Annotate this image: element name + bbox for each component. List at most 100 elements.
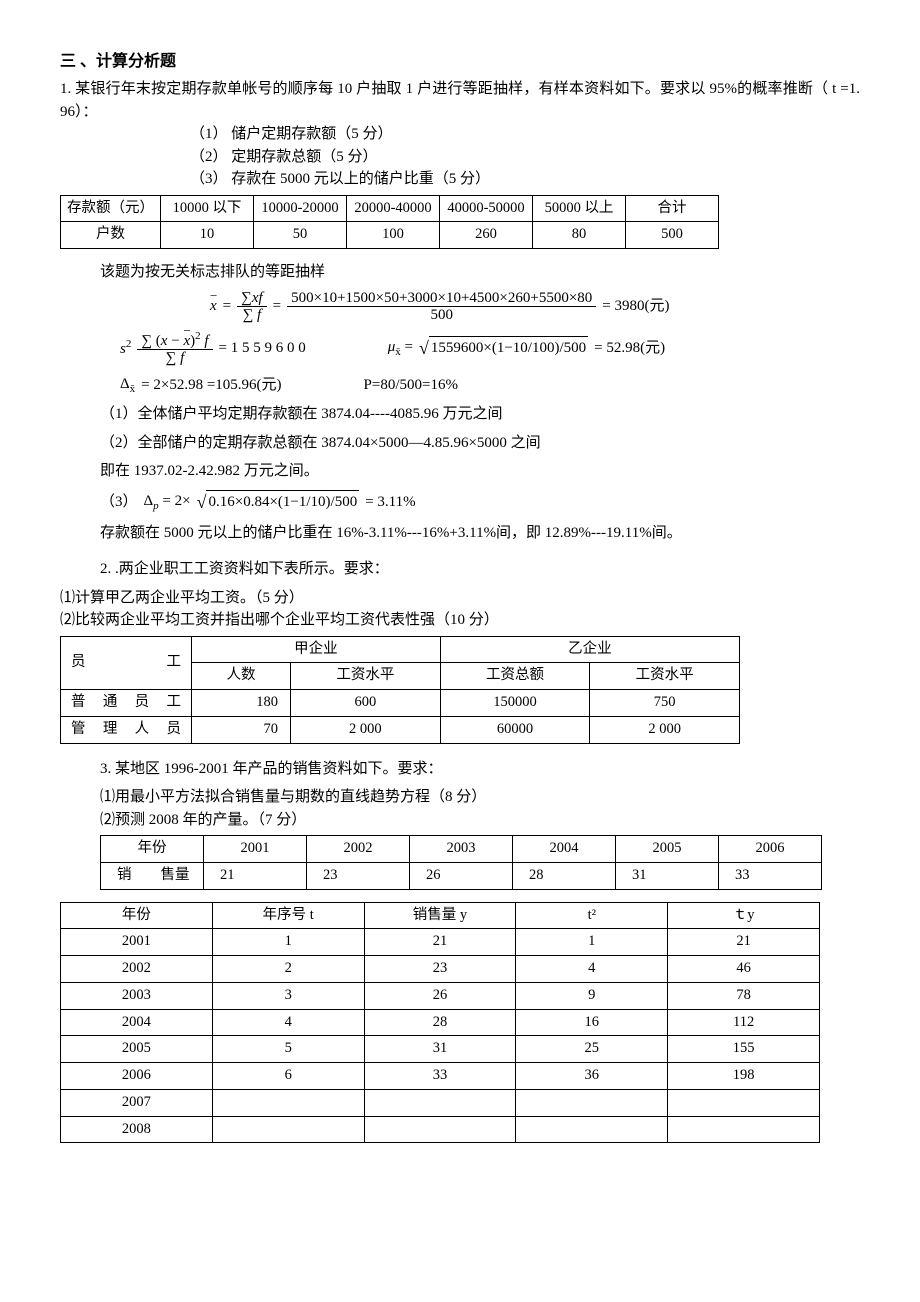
- cell: [668, 1116, 820, 1143]
- cell: 销 售量: [101, 862, 204, 889]
- cell: [212, 1089, 364, 1116]
- cell: 工资水平: [291, 663, 441, 690]
- q2-stem: 2. .两企业职工工资资料如下表所示。要求：: [100, 558, 860, 581]
- cell: 46: [668, 956, 820, 983]
- cell: 28: [364, 1009, 516, 1036]
- cell: 31: [364, 1036, 516, 1063]
- delta-value: = 2×52.98 =105.96(元): [141, 374, 281, 397]
- cell: 管理人员: [61, 716, 192, 743]
- mu-label: μx̄ =: [388, 336, 413, 361]
- q2-req1: ⑴计算甲乙两企业平均工资。（5 分）: [60, 587, 860, 610]
- cell: 4: [516, 956, 668, 983]
- cell: 112: [668, 1009, 820, 1036]
- cell: 2002: [307, 836, 410, 863]
- mu-result: = 52.98(元): [594, 337, 665, 360]
- cell: 1: [516, 929, 668, 956]
- cell: 500: [626, 222, 719, 249]
- cell: [212, 1116, 364, 1143]
- q1-formula-delta: Δx̄ = 2×52.98 =105.96(元) P=80/500=16%: [120, 373, 860, 398]
- cell: 70: [192, 716, 291, 743]
- cell: 33: [364, 1063, 516, 1090]
- cell: 21: [364, 929, 516, 956]
- p-value: P=80/500=16%: [364, 374, 458, 397]
- q3-req2: ⑵预测 2008 年的产量。（7 分）: [100, 809, 860, 832]
- cell: 2001: [61, 929, 213, 956]
- cell: 36: [516, 1063, 668, 1090]
- cell: 2008: [61, 1116, 213, 1143]
- table-row: 管理人员 70 2 000 60000 2 000: [61, 716, 740, 743]
- cell: 260: [440, 222, 533, 249]
- cell: 乙企业: [440, 636, 739, 663]
- cell: 100: [347, 222, 440, 249]
- cell: 10000 以下: [161, 195, 254, 222]
- cell: 23: [364, 956, 516, 983]
- cell: 10000-20000: [254, 195, 347, 222]
- cell: 销售量 y: [364, 902, 516, 929]
- table-row: 2008: [61, 1116, 820, 1143]
- cell: 4: [212, 1009, 364, 1036]
- q3-req1: ⑴用最小平方法拟合销售量与期数的直线趋势方程（8 分）: [100, 786, 860, 809]
- cell: 6: [212, 1063, 364, 1090]
- cell: 180: [192, 690, 291, 717]
- cell: 80: [533, 222, 626, 249]
- delta-label: Δx̄: [120, 373, 135, 398]
- cell: 年份: [101, 836, 204, 863]
- frac-s2: ∑ (x − x)2 f ∑ f: [137, 330, 212, 367]
- cell: [364, 1116, 516, 1143]
- q3-table2: 年份 年序号 t 销售量 y t² ｔy 2001121121200222344…: [60, 902, 820, 1144]
- cell: 2005: [616, 836, 719, 863]
- s2-label: s2: [120, 336, 131, 361]
- cell: 3: [212, 982, 364, 1009]
- cell: 2 000: [590, 716, 740, 743]
- q1-ans1: （1）全体储户平均定期存款额在 3874.04----4085.96 万元之间: [100, 403, 860, 426]
- cell: 33: [719, 862, 822, 889]
- equals: =: [223, 295, 231, 318]
- q1-formula-s2: s2 ∑ (x − x)2 f ∑ f = 1 5 5 9 6 0 0 μx̄ …: [120, 330, 860, 367]
- frac-numeric: 500×10+1500×50+3000×10+4500×260+5500×80 …: [287, 290, 596, 324]
- cell: 25: [516, 1036, 668, 1063]
- ans3-prefix: （3）: [100, 491, 138, 514]
- table-row: 年份 2001 2002 2003 2004 2005 2006: [101, 836, 822, 863]
- cell: 甲企业: [192, 636, 441, 663]
- table-row: 2007: [61, 1089, 820, 1116]
- cell: 年份: [61, 902, 213, 929]
- q2-req2: ⑵比较两企业平均工资并指出哪个企业平均工资代表性强（10 分）: [60, 609, 860, 632]
- cell: [668, 1089, 820, 1116]
- table-row: 2001121121: [61, 929, 820, 956]
- cell: 2001: [204, 836, 307, 863]
- q2-table: 员 工 甲企业 乙企业 人数 工资水平 工资总额 工资水平 普通员工 180 6…: [60, 636, 740, 744]
- table-row: 存款额（元） 10000 以下 10000-20000 20000-40000 …: [61, 195, 719, 222]
- cell: 40000-50000: [440, 195, 533, 222]
- table-row: 年份 年序号 t 销售量 y t² ｔy: [61, 902, 820, 929]
- cell: [364, 1089, 516, 1116]
- cell: 21: [668, 929, 820, 956]
- cell: 2006: [719, 836, 822, 863]
- cell: 2003: [410, 836, 513, 863]
- cell: 26: [364, 982, 516, 1009]
- q3-table1: 年份 2001 2002 2003 2004 2005 2006 销 售量 21…: [100, 835, 822, 890]
- table-row: 员 工 甲企业 乙企业: [61, 636, 740, 663]
- cell: 2006: [61, 1063, 213, 1090]
- q1-req3: （3） 存款在 5000 元以上的储户比重（5 分）: [60, 168, 860, 191]
- equals: =: [273, 295, 281, 318]
- cell: 普通员工: [61, 690, 192, 717]
- cell: 26: [410, 862, 513, 889]
- cell: 20000-40000: [347, 195, 440, 222]
- cell: 2003: [61, 982, 213, 1009]
- sqrt-mu: 1559600×(1−10/100)/500: [419, 335, 588, 362]
- cell: 23: [307, 862, 410, 889]
- q1-table: 存款额（元） 10000 以下 10000-20000 20000-40000 …: [60, 195, 719, 250]
- cell: 人数: [192, 663, 291, 690]
- cell: 2007: [61, 1089, 213, 1116]
- cell: 10: [161, 222, 254, 249]
- q1-formula-xbar: x = ∑xf∑ f = 500×10+1500×50+3000×10+4500…: [210, 290, 860, 324]
- q3-stem: 3. 某地区 1996-2001 年产品的销售资料如下。要求：: [100, 758, 860, 781]
- cell: ｔy: [668, 902, 820, 929]
- cell: 2004: [61, 1009, 213, 1036]
- cell: 60000: [440, 716, 590, 743]
- cell: 工资总额: [440, 663, 590, 690]
- sqrt-deltap: 0.16×0.84×(1−1/10)/500: [197, 489, 360, 516]
- q1-ans4: 存款额在 5000 元以上的储户比重在 16%-3.11%---16%+3.11…: [100, 522, 860, 545]
- cell: 750: [590, 690, 740, 717]
- cell: 合计: [626, 195, 719, 222]
